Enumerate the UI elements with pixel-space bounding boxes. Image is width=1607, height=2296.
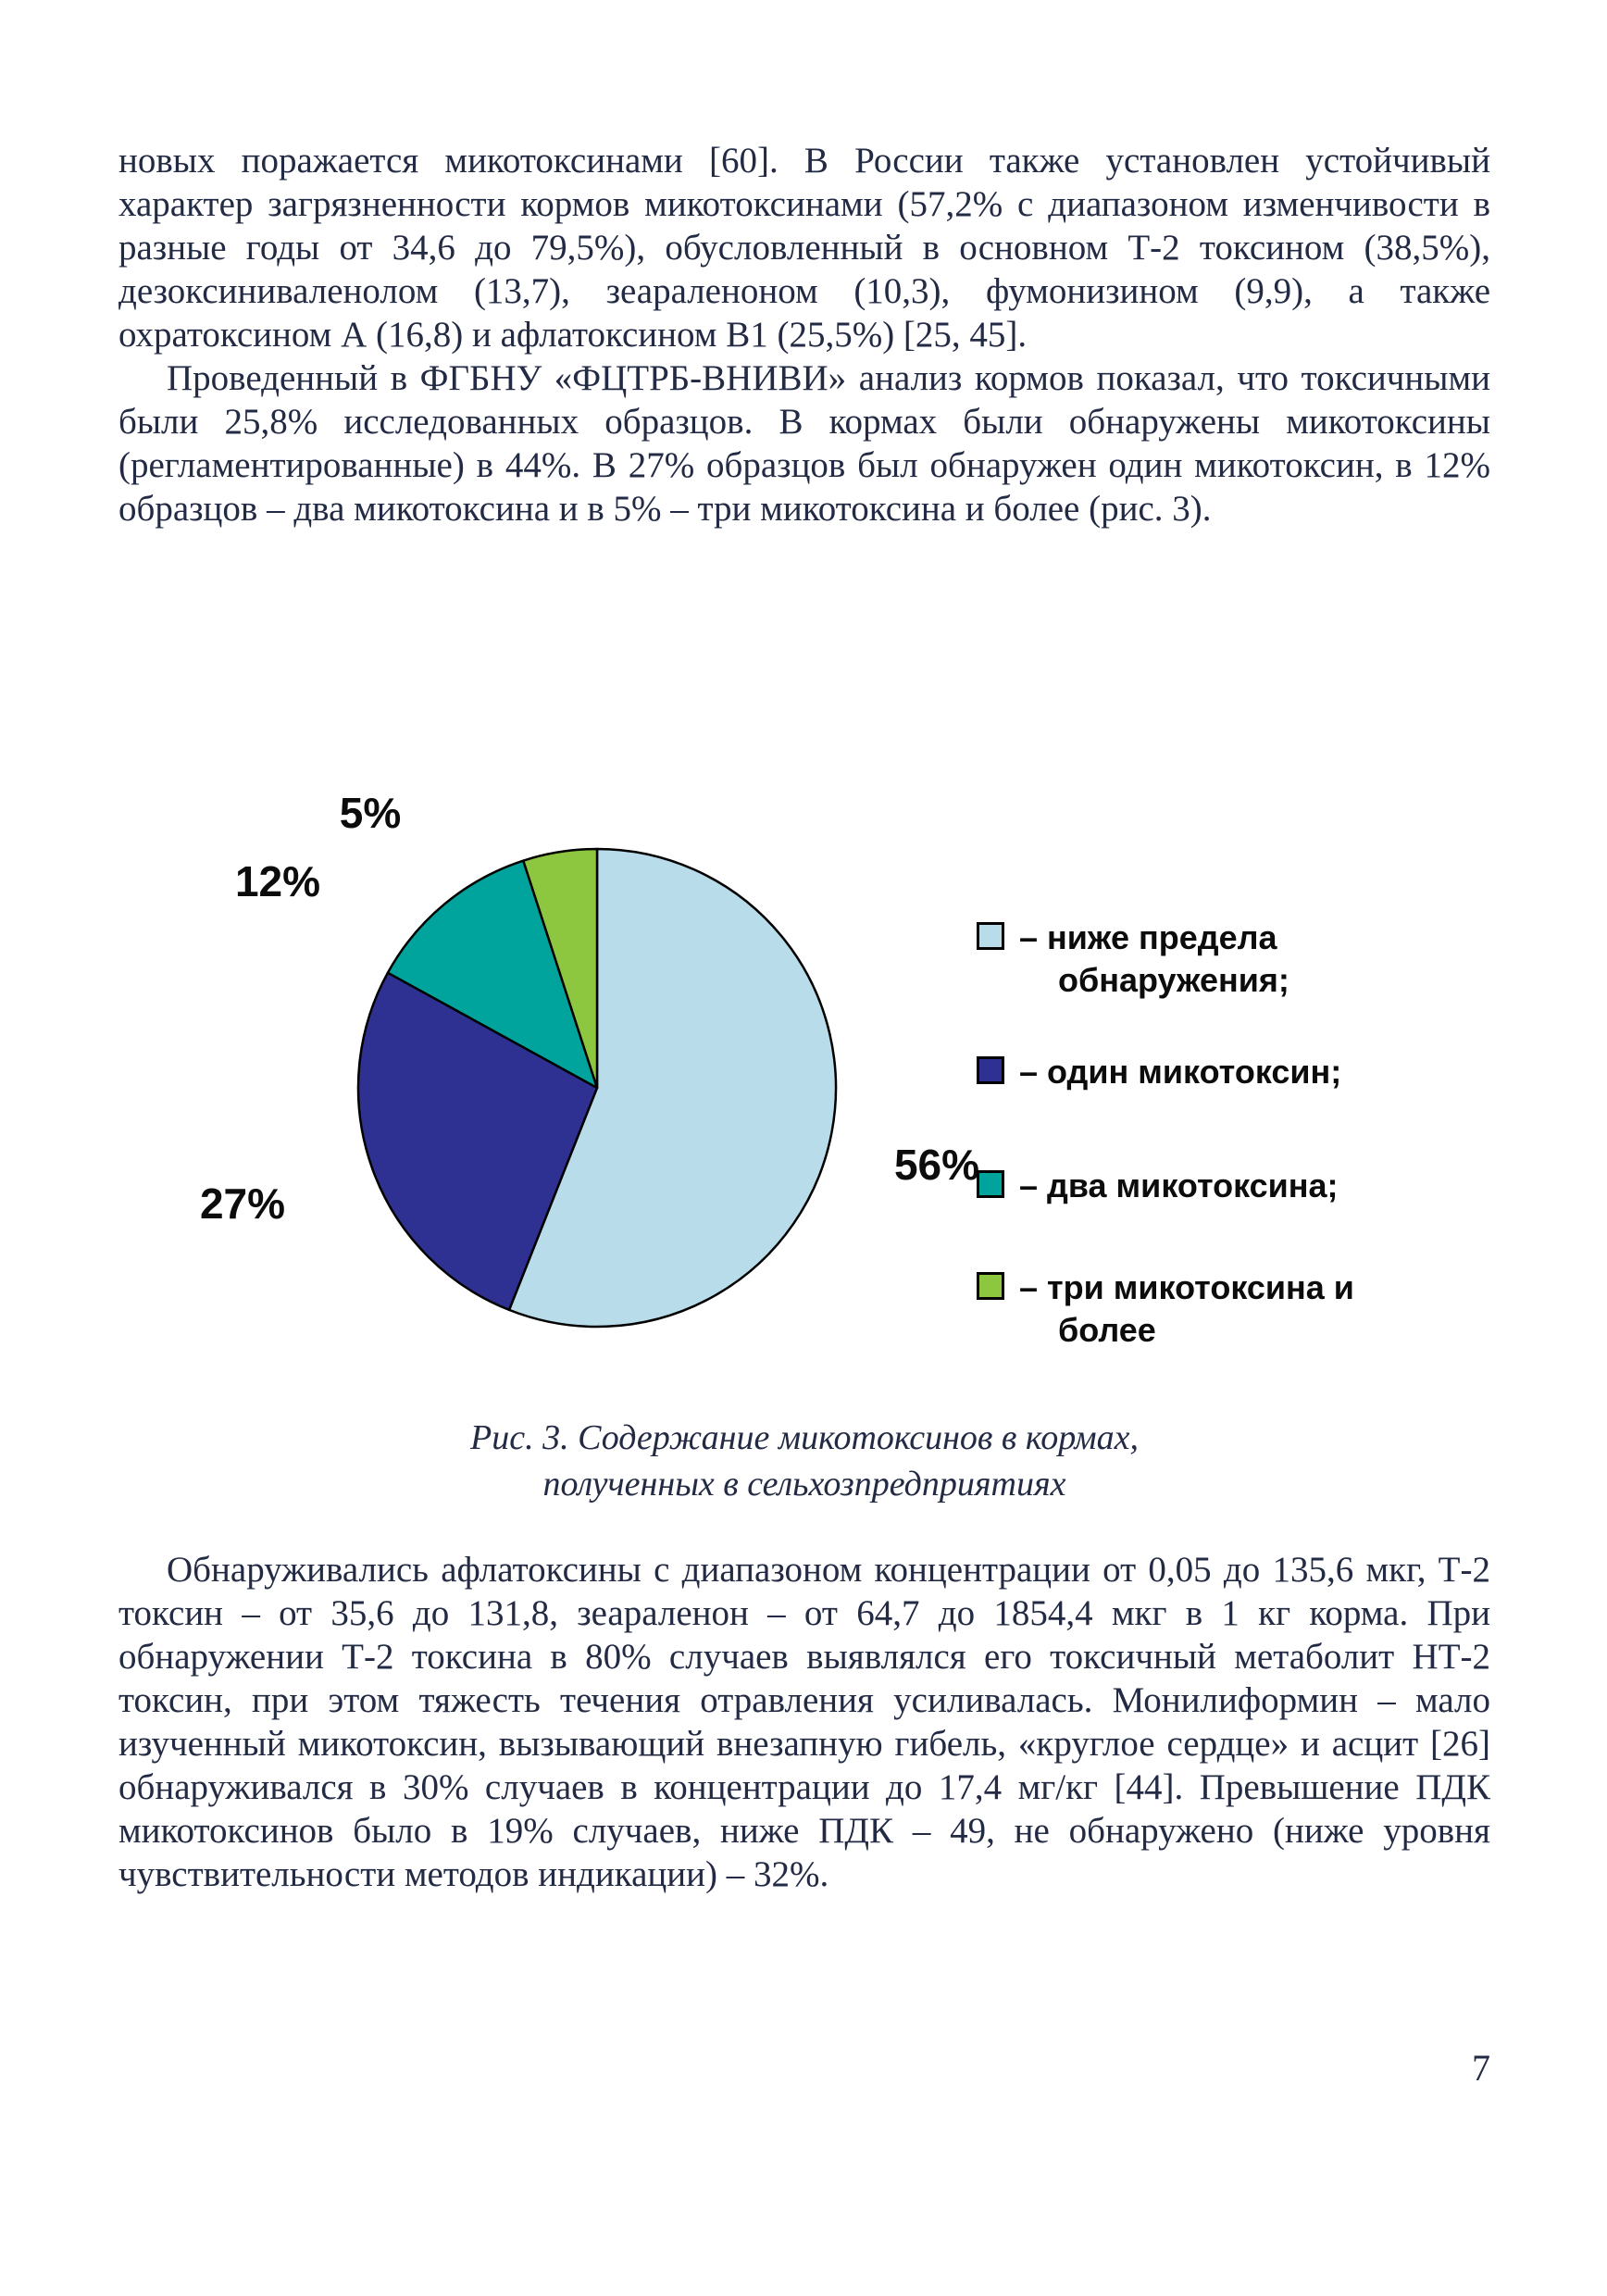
legend-label: – один микотоксин; — [1019, 1053, 1342, 1091]
legend-label: – три микотоксина и более — [1019, 1268, 1354, 1349]
legend-item: – два микотоксина; — [977, 1165, 1339, 1207]
paragraph-3: Обнаруживались афлатоксины с диапазоном … — [118, 1550, 1490, 1894]
pie-slice-0 — [507, 847, 838, 1329]
figure-caption: Рис. 3. Содержание микотоксинов в кормах… — [118, 1415, 1490, 1507]
legend-swatch-one-mycotoxin — [977, 1056, 1004, 1084]
pie-slice-3 — [522, 847, 599, 1090]
paragraph-2: Проведенный в ФГБНУ «ФЦТРБ-ВНИВИ» анализ… — [118, 358, 1490, 529]
pie-slice-label-56: 56% — [893, 1141, 980, 1189]
legend-swatch-below-detection — [977, 922, 1004, 950]
upper-text-block: новых поражается микотоксинами [60]. В Р… — [118, 139, 1490, 530]
legend-swatch-two-mycotoxins — [977, 1170, 1004, 1198]
figure-caption-line-2: полученных в сельхозпредприятиях — [542, 1465, 1066, 1504]
pie-slice-label-12: 12% — [234, 857, 321, 905]
legend-label: – два микотоксина; — [1019, 1167, 1339, 1204]
pie-chart — [356, 847, 838, 1329]
legend-item: – три микотоксина и более — [977, 1267, 1421, 1352]
figure-caption-line-1: Рис. 3. Содержание микотоксинов в кормах… — [470, 1418, 1139, 1457]
pie-slice-label-27: 27% — [199, 1179, 286, 1228]
legend-item: – один микотоксин; — [977, 1051, 1341, 1093]
paragraph-1: новых поражается микотоксинами [60]. В Р… — [118, 141, 1490, 355]
page-number: 7 — [1472, 2047, 1490, 2089]
pie-slice-label-5: 5% — [339, 789, 402, 837]
lower-text-block: Обнаруживались афлатоксины с диапазоном … — [118, 1548, 1490, 1896]
pie-slices — [356, 847, 838, 1329]
pie-slice-2 — [386, 859, 599, 1090]
legend-swatch-three-mycotoxins — [977, 1272, 1004, 1300]
legend-item: – ниже предела обнаружения; — [977, 917, 1421, 1002]
legend-label: – ниже предела обнаружения; — [1019, 918, 1289, 999]
pie-slice-1 — [356, 971, 599, 1312]
